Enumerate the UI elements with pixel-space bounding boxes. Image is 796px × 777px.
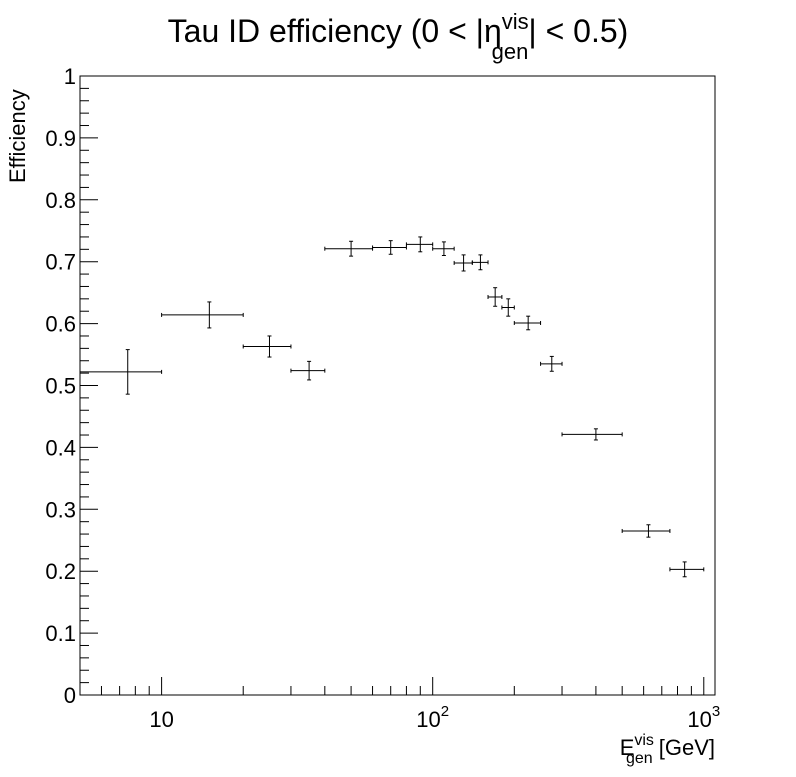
data-point — [669, 561, 705, 578]
data-point — [242, 335, 292, 358]
y-tick-label: 0.3 — [45, 497, 76, 522]
y-tick-label: 0.4 — [45, 435, 76, 460]
x-tick-base: 10 — [687, 707, 711, 732]
y-tick-label: 0.6 — [45, 312, 76, 337]
title-sub: gen — [492, 39, 529, 64]
x-label-sub: gen — [626, 750, 653, 767]
x-tick-base: 10 — [149, 707, 173, 732]
data-point — [540, 355, 563, 372]
data-point — [161, 301, 244, 329]
data-point — [561, 428, 623, 441]
data-point — [372, 240, 407, 255]
data-point — [290, 360, 326, 381]
x-tick-exponent: 3 — [712, 703, 720, 720]
x-tick-base: 10 — [416, 707, 440, 732]
chart-title: Tau ID efficiency (0 < |ηvis gen| < 0.5) — [168, 9, 629, 64]
data-point — [501, 298, 515, 317]
y-tick-label: 0.7 — [45, 250, 76, 275]
x-tick-label: 10 — [149, 707, 173, 732]
y-axis-label: Efficiency — [5, 89, 30, 183]
title-sup: vis — [502, 9, 529, 34]
y-tick-label: 0.2 — [45, 559, 76, 584]
title-eta: η — [484, 13, 502, 49]
y-tick-label: 0.9 — [45, 126, 76, 151]
y-tick-label: 0.5 — [45, 374, 76, 399]
y-tick-label: 0.8 — [45, 188, 76, 213]
x-tick-label: 103 — [687, 703, 720, 732]
x-tick-exponent: 2 — [441, 703, 449, 720]
y-tick-label: 1 — [64, 64, 76, 89]
title-prefix: Tau ID efficiency (0 < | — [168, 13, 484, 49]
x-label-base: E — [620, 735, 635, 760]
data-point — [432, 241, 455, 257]
title-suffix: | < 0.5) — [528, 13, 628, 49]
data-points — [79, 236, 705, 578]
data-point — [487, 287, 503, 307]
data-point — [405, 236, 434, 253]
data-point — [513, 315, 542, 331]
axis-ticks — [79, 75, 705, 696]
y-tick-label: 0 — [64, 683, 76, 708]
data-point — [471, 254, 489, 271]
data-point — [79, 349, 163, 395]
x-axis-label: Evis gen [GeV] — [620, 732, 715, 767]
x-label-sup: vis — [634, 732, 654, 749]
data-point — [621, 524, 671, 538]
x-label-unit: [GeV] — [653, 735, 715, 760]
y-tick-label: 0.1 — [45, 621, 76, 646]
x-tick-label: 102 — [416, 703, 449, 732]
